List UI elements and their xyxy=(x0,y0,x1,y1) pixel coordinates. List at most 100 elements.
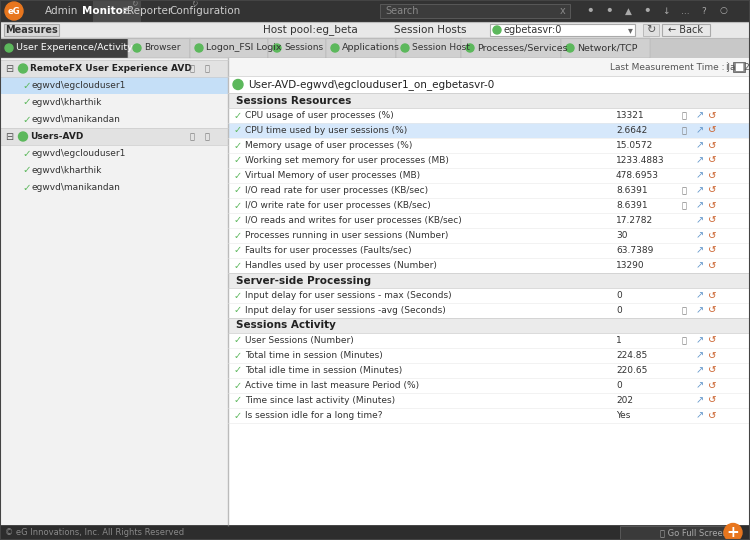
Bar xyxy=(326,38,396,58)
Text: Session Host: Session Host xyxy=(412,44,470,52)
Text: ✓: ✓ xyxy=(22,148,31,159)
Text: Input delay for user sessions - max (Seconds): Input delay for user sessions - max (Sec… xyxy=(245,291,452,300)
Bar xyxy=(0,128,228,145)
Text: Measures: Measures xyxy=(4,25,57,35)
Text: ≡: ≡ xyxy=(122,4,132,17)
Text: 202: 202 xyxy=(616,396,633,405)
Text: Sessions: Sessions xyxy=(284,44,323,52)
Circle shape xyxy=(133,44,141,52)
Text: CPU usage of user processes (%): CPU usage of user processes (%) xyxy=(245,111,394,120)
Text: ✓: ✓ xyxy=(234,410,242,421)
Text: ⚫: ⚫ xyxy=(586,6,594,16)
Text: Users-AVD: Users-AVD xyxy=(30,132,83,141)
Text: ↻: ↻ xyxy=(646,25,656,35)
Text: ⌗ Go Full Screen: ⌗ Go Full Screen xyxy=(660,528,728,537)
Bar xyxy=(0,60,228,77)
Text: ↗: ↗ xyxy=(696,306,704,315)
Bar xyxy=(380,4,570,18)
Bar xyxy=(228,153,750,168)
Bar xyxy=(228,273,750,288)
Text: 224.85: 224.85 xyxy=(616,351,647,360)
Text: egwvd\kharthik: egwvd\kharthik xyxy=(32,166,102,175)
Bar xyxy=(228,123,750,138)
Bar xyxy=(0,0,750,22)
Text: Reporter: Reporter xyxy=(128,6,172,16)
Text: 63.7389: 63.7389 xyxy=(616,246,653,255)
Text: 🔍: 🔍 xyxy=(682,126,686,135)
Text: ↗: ↗ xyxy=(696,260,704,271)
Circle shape xyxy=(724,523,742,540)
Text: eG: eG xyxy=(8,6,20,16)
Text: ✓: ✓ xyxy=(234,366,242,375)
Text: Search: Search xyxy=(385,6,418,16)
Text: ✓: ✓ xyxy=(234,200,242,211)
Text: ▾: ▾ xyxy=(628,25,632,35)
Text: 2.6642: 2.6642 xyxy=(616,126,647,135)
Text: Monitor: Monitor xyxy=(82,6,128,16)
Text: ↗: ↗ xyxy=(696,350,704,361)
Text: ?: ? xyxy=(702,6,706,16)
Text: 8.6391: 8.6391 xyxy=(616,186,647,195)
Bar xyxy=(228,303,750,318)
Text: 🔍: 🔍 xyxy=(682,186,686,195)
Text: 0: 0 xyxy=(616,381,622,390)
Circle shape xyxy=(19,132,28,141)
Text: User-AVD-egwvd\egclouduser1_on_egbetasvr-0: User-AVD-egwvd\egclouduser1_on_egbetasvr… xyxy=(248,79,494,90)
Text: ⚫: ⚫ xyxy=(605,6,613,16)
Text: Memory usage of user processes (%): Memory usage of user processes (%) xyxy=(245,141,412,150)
Text: ✓: ✓ xyxy=(234,306,242,315)
Text: Last Measurement Time : Jan 27, 2023 14:52:40: Last Measurement Time : Jan 27, 2023 14:… xyxy=(610,63,750,71)
Bar xyxy=(93,0,141,22)
Text: 478.6953: 478.6953 xyxy=(616,171,659,180)
Text: ✓: ✓ xyxy=(234,291,242,300)
Text: ↺: ↺ xyxy=(708,381,716,390)
Text: 1: 1 xyxy=(616,336,622,345)
Bar xyxy=(643,24,659,36)
Text: ↗: ↗ xyxy=(696,231,704,240)
Text: Configuration: Configuration xyxy=(170,6,241,16)
Bar xyxy=(228,258,750,273)
Text: 0: 0 xyxy=(616,306,622,315)
Bar xyxy=(733,62,745,72)
Circle shape xyxy=(233,79,243,90)
Bar xyxy=(228,58,750,76)
Text: ○: ○ xyxy=(719,6,727,16)
Text: Input delay for user sessions -avg (Seconds): Input delay for user sessions -avg (Seco… xyxy=(245,306,446,315)
Bar xyxy=(228,333,750,348)
Bar xyxy=(0,38,128,58)
Text: 🔍: 🔍 xyxy=(190,132,195,141)
Bar xyxy=(461,38,561,58)
Text: ▲: ▲ xyxy=(625,6,632,16)
Bar xyxy=(228,138,750,153)
Text: ↺: ↺ xyxy=(708,140,716,151)
Text: 220.65: 220.65 xyxy=(616,366,647,375)
Text: ↗: ↗ xyxy=(696,140,704,151)
Text: ↗: ↗ xyxy=(696,246,704,255)
Text: ↺: ↺ xyxy=(708,111,716,120)
Text: ↗: ↗ xyxy=(696,215,704,226)
Bar xyxy=(228,243,750,258)
Bar xyxy=(228,168,750,183)
Text: ✓: ✓ xyxy=(234,246,242,255)
Text: ✓: ✓ xyxy=(22,183,31,192)
Text: ↻: ↻ xyxy=(192,0,198,9)
Text: ✓: ✓ xyxy=(234,381,242,390)
Text: ↺: ↺ xyxy=(708,335,716,346)
Text: ↗: ↗ xyxy=(696,125,704,136)
Bar xyxy=(228,58,750,525)
Text: ↗: ↗ xyxy=(696,186,704,195)
Text: ↺: ↺ xyxy=(708,186,716,195)
Text: 8.6391: 8.6391 xyxy=(616,201,647,210)
Text: ↗: ↗ xyxy=(696,291,704,300)
Text: ↗: ↗ xyxy=(696,366,704,375)
Bar xyxy=(190,38,268,58)
Text: ↺: ↺ xyxy=(708,291,716,300)
Bar xyxy=(396,38,461,58)
Circle shape xyxy=(195,44,203,52)
Bar xyxy=(228,76,750,93)
Text: ✓: ✓ xyxy=(22,165,31,176)
Text: 15.0572: 15.0572 xyxy=(616,141,653,150)
Text: ↗: ↗ xyxy=(696,111,704,120)
Text: Server-side Processing: Server-side Processing xyxy=(236,275,371,286)
Bar xyxy=(662,24,710,36)
